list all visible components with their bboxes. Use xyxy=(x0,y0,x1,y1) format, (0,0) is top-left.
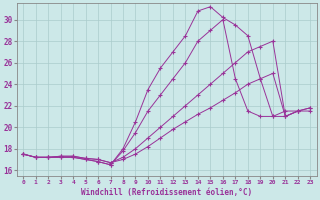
X-axis label: Windchill (Refroidissement éolien,°C): Windchill (Refroidissement éolien,°C) xyxy=(81,188,252,197)
